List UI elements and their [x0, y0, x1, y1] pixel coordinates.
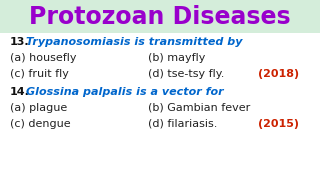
Text: (c) dengue: (c) dengue	[10, 119, 71, 129]
Text: (a) housefly: (a) housefly	[10, 53, 76, 63]
Text: (a) plague: (a) plague	[10, 103, 67, 113]
FancyBboxPatch shape	[0, 0, 320, 33]
Text: (b) mayfly: (b) mayfly	[148, 53, 205, 63]
Text: (c) fruit fly: (c) fruit fly	[10, 69, 69, 79]
Text: (d) filariasis.: (d) filariasis.	[148, 119, 217, 129]
Text: (2018): (2018)	[258, 69, 299, 79]
Text: 13.: 13.	[10, 37, 30, 47]
Text: (2015): (2015)	[258, 119, 299, 129]
Text: Protozoan Diseases: Protozoan Diseases	[29, 5, 291, 29]
Text: (d) tse-tsy fly.: (d) tse-tsy fly.	[148, 69, 224, 79]
Text: (b) Gambian fever: (b) Gambian fever	[148, 103, 250, 113]
Text: Glossina palpalis is a vector for: Glossina palpalis is a vector for	[26, 87, 224, 97]
Text: 14.: 14.	[10, 87, 30, 97]
Text: Trypanosomiasis is transmitted by: Trypanosomiasis is transmitted by	[26, 37, 243, 47]
